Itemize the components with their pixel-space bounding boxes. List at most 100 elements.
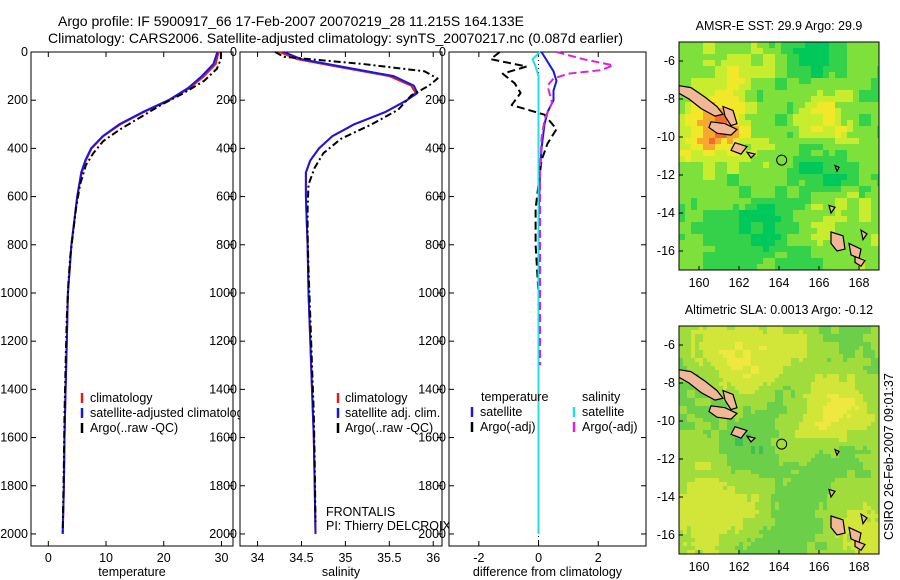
map-cell <box>875 498 879 503</box>
map-cell <box>787 522 792 527</box>
map-cell <box>817 138 824 145</box>
map-cell <box>815 482 820 487</box>
map-cell <box>877 258 879 265</box>
map-cell <box>823 246 830 253</box>
map-cell <box>841 102 848 109</box>
map-cell <box>723 510 728 515</box>
map-cell <box>791 406 796 411</box>
map-cell <box>709 204 716 211</box>
map-cell <box>811 434 816 439</box>
map-cell <box>871 418 876 423</box>
map-cell <box>763 246 770 253</box>
map-cell <box>759 362 764 367</box>
map-cell <box>679 72 686 79</box>
map-cell <box>691 258 698 265</box>
map-cell <box>703 430 708 435</box>
map-cell <box>703 550 708 554</box>
map-cell <box>697 180 704 187</box>
legend-label: Argo(..raw -QC) <box>345 421 433 435</box>
map-cell <box>859 138 866 145</box>
map-cell <box>791 394 796 399</box>
map-cell <box>759 526 764 531</box>
map-cell <box>703 126 710 133</box>
map-cell <box>859 458 864 463</box>
map-cell <box>679 378 684 383</box>
map-cell <box>719 506 724 511</box>
map-cell <box>835 410 840 415</box>
map-cell <box>711 338 716 343</box>
map-cell <box>811 66 818 73</box>
map-cell <box>691 434 696 439</box>
map-cell <box>775 438 780 443</box>
map-cell <box>839 366 844 371</box>
map-cell <box>863 506 868 511</box>
map-cell <box>735 454 740 459</box>
map-cell <box>685 234 692 241</box>
map-cell <box>751 410 756 415</box>
map-cell <box>775 132 782 139</box>
map-cell <box>743 490 748 495</box>
map-cell <box>863 418 868 423</box>
map-cell <box>751 174 758 181</box>
map-cell <box>679 346 684 351</box>
map-cell <box>767 402 772 407</box>
map-cell <box>771 518 776 523</box>
map-cell <box>751 42 758 49</box>
map-cell <box>835 466 840 471</box>
map-cell <box>697 258 704 265</box>
map-cell <box>723 370 728 375</box>
map-cell <box>755 374 760 379</box>
map-cell <box>687 490 692 495</box>
map-cell <box>723 346 728 351</box>
map-cell <box>795 486 800 491</box>
map-cell <box>787 204 794 211</box>
map-cell <box>711 398 716 403</box>
map-cell <box>805 144 812 151</box>
map-cell <box>709 234 716 241</box>
map-cell <box>771 422 776 427</box>
map-cell <box>679 198 686 205</box>
map-cell <box>783 502 788 507</box>
map-cell <box>739 386 744 391</box>
map-cell <box>783 394 788 399</box>
map-cell <box>807 526 812 531</box>
map-cell <box>787 518 792 523</box>
map-cell <box>715 162 722 169</box>
map-cell <box>779 498 784 503</box>
map-cell <box>855 346 860 351</box>
map-cell <box>799 162 806 169</box>
map-cell <box>863 414 868 419</box>
map-cell <box>831 470 836 475</box>
map-cell <box>721 264 728 270</box>
map-cell <box>709 90 716 97</box>
map-cell <box>803 354 808 359</box>
map-cell <box>757 48 764 55</box>
map-cell <box>799 470 804 475</box>
map-cell <box>815 386 820 391</box>
map-cell <box>751 414 756 419</box>
map-cell <box>731 438 736 443</box>
map-cell <box>719 478 724 483</box>
map-cell <box>841 252 848 259</box>
map-cell <box>841 174 848 181</box>
map-cell <box>679 102 686 109</box>
map-cell <box>831 346 836 351</box>
map-cell <box>755 498 760 503</box>
map-cell <box>807 366 812 371</box>
map-cell <box>859 144 866 151</box>
map-cell <box>811 466 816 471</box>
map-cell <box>703 450 708 455</box>
map-cell <box>687 474 692 479</box>
map-cell <box>859 180 866 187</box>
map-cell <box>707 442 712 447</box>
map-cell <box>727 42 734 49</box>
map-cell <box>763 402 768 407</box>
map-cell <box>871 350 876 355</box>
map-cell <box>751 216 758 223</box>
map-cell <box>763 510 768 515</box>
map-cell <box>743 538 748 543</box>
y-tick-label: 1600 <box>418 431 446 445</box>
map-cell <box>871 54 878 61</box>
map-cell <box>877 210 879 217</box>
map-cell <box>683 514 688 519</box>
